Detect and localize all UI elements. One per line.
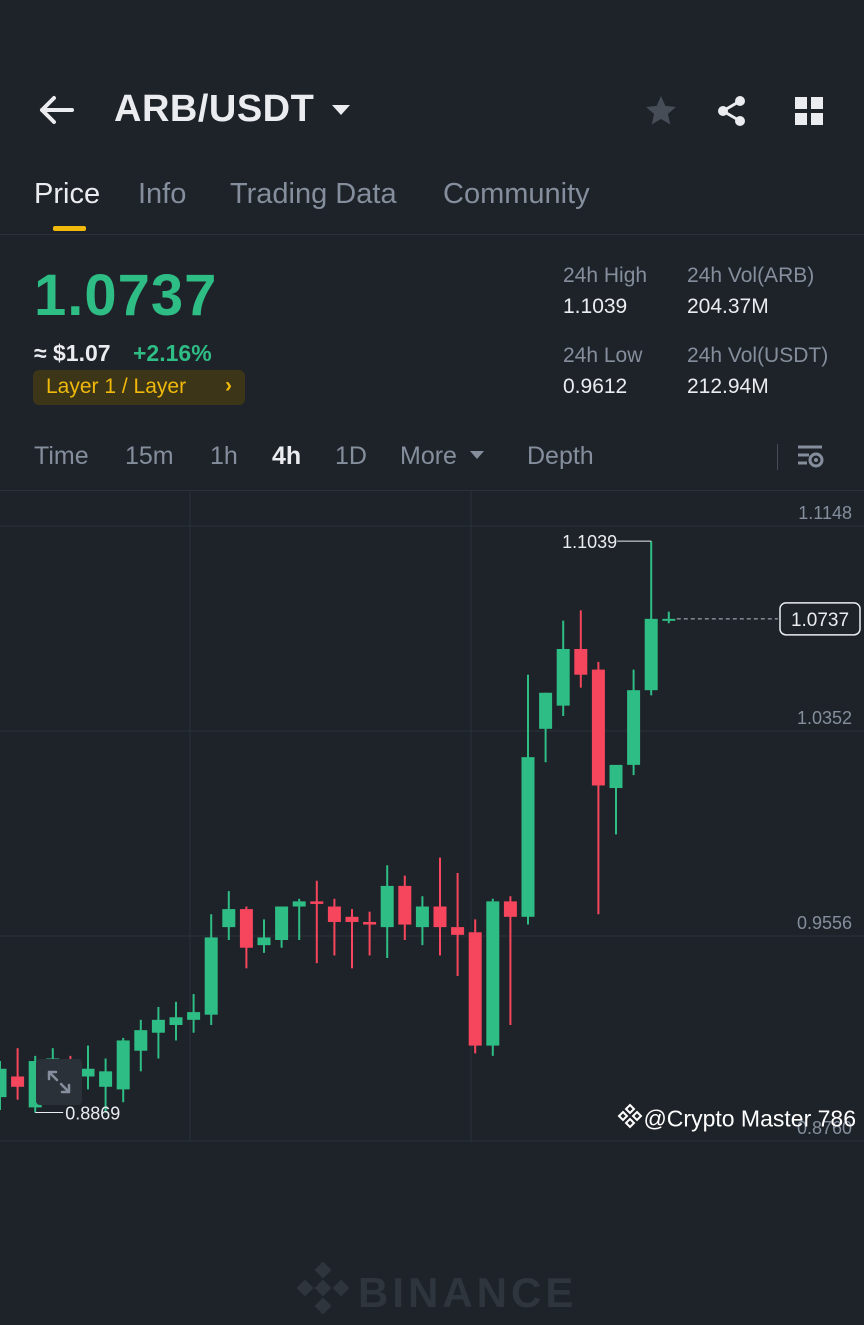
candle-body [556,648,570,706]
low-label: 24h Low [563,344,643,367]
candle-body [415,906,429,928]
low-value: 0.9612 [563,375,628,398]
candle-body [257,937,271,946]
candle-body [380,885,394,928]
high-label: 24h High [563,264,648,287]
candle-body [275,906,289,940]
candle-body [11,1076,25,1087]
candle-body [345,916,359,922]
candle-body [468,932,482,1046]
candle-body [503,901,517,917]
dropdown-caret-icon[interactable] [328,98,354,122]
candle-body [398,885,412,925]
candlestick-chart[interactable]: BINANCE 1.1148 1.0352 0.9556 0.8760 1.0737 1.… [0,491,864,1316]
category-tag[interactable]: Layer 1 / Layer › [33,370,245,405]
chevron-right-icon: › [225,374,232,397]
candle-body [627,690,641,765]
candle-body [310,901,324,904]
credit-label: @Crypto Master 786 [617,1103,856,1135]
candle-body [292,901,306,907]
min-price-label: 0.8869 [65,1104,120,1124]
watermark-text: BINANCE [358,1269,578,1316]
tab-info[interactable]: Info [138,178,187,210]
candle-body [0,1068,7,1098]
y-tick-label: 1.1148 [798,503,852,523]
interval-1d[interactable]: 1D [335,442,367,470]
y-tick-label: 0.8760 [797,1118,852,1138]
candle-body [662,618,676,621]
active-tab-indicator [53,226,86,231]
vol-arb-label: 24h Vol(ARB) [687,264,815,287]
candle-body [187,1012,201,1020]
candle-body [81,1068,95,1077]
share-icon[interactable] [710,90,754,132]
divider [777,444,778,470]
max-price-label: 1.1039 [562,532,617,552]
candle-body [363,921,377,925]
expand-icon[interactable] [36,1059,82,1105]
interval-1h[interactable]: 1h [210,442,238,470]
candle-body [327,906,341,922]
candle-body [451,927,465,935]
tab-trading-data[interactable]: Trading Data [230,178,397,210]
chart-canvas: 1.1148 1.0352 0.9556 0.8760 1.0737 1.1039 0.88… [0,491,864,1142]
candle-body [134,1030,148,1051]
interval-bar: Time 15m 1h 4h 1D More Depth [0,432,864,491]
usd-value: ≈ $1.07 [34,340,111,366]
candle-body [644,618,658,691]
candle-body [574,648,588,675]
category-tag-label: Layer 1 / Layer [46,375,187,398]
candle-body [151,1019,165,1033]
candle-body [609,764,623,789]
page-title[interactable]: ARB/USDT [114,88,315,130]
binance-logo-icon [296,1261,350,1325]
watermark: BINANCE [296,1261,577,1325]
price-change: +2.16% [133,340,212,366]
candle-body [99,1071,113,1087]
y-tick-label: 0.9556 [797,913,852,933]
interval-4h[interactable]: 4h [272,442,302,470]
vol-usdt-label: 24h Vol(USDT) [687,344,829,367]
tab-community[interactable]: Community [443,178,590,210]
tab-price[interactable]: Price [34,178,101,210]
y-tick-label: 1.0352 [797,708,852,728]
last-price: 1.0737 [34,263,218,328]
candle-body [433,906,447,928]
candle-body [486,901,500,1046]
candle-body [204,937,218,1015]
interval-15m[interactable]: 15m [125,442,174,470]
diamond-logo-icon [617,1103,643,1135]
credit-text: @Crypto Master 786 [643,1105,856,1132]
interval-time[interactable]: Time [34,442,89,470]
more-caret-icon[interactable] [468,448,486,462]
back-arrow-icon[interactable] [32,88,80,132]
current-price-label: 1.0737 [791,610,849,631]
candle-body [539,692,553,729]
candle-body [116,1040,130,1090]
grid-menu-icon[interactable] [788,92,830,130]
high-value: 1.1039 [563,295,628,318]
interval-depth[interactable]: Depth [527,442,594,470]
candle-body [239,909,253,948]
candle-body [521,757,535,917]
vol-usdt-value: 212.94M [687,375,769,398]
candle-body [222,909,236,928]
interval-more[interactable]: More [400,442,457,470]
candle-body [591,669,605,786]
star-icon[interactable] [640,90,682,132]
vol-arb-value: 204.37M [687,295,769,318]
current-price-badge [779,602,861,636]
candle-body [169,1017,183,1025]
tab-bar: Price Info Trading Data Community [0,172,864,235]
chart-settings-icon[interactable] [794,440,826,472]
